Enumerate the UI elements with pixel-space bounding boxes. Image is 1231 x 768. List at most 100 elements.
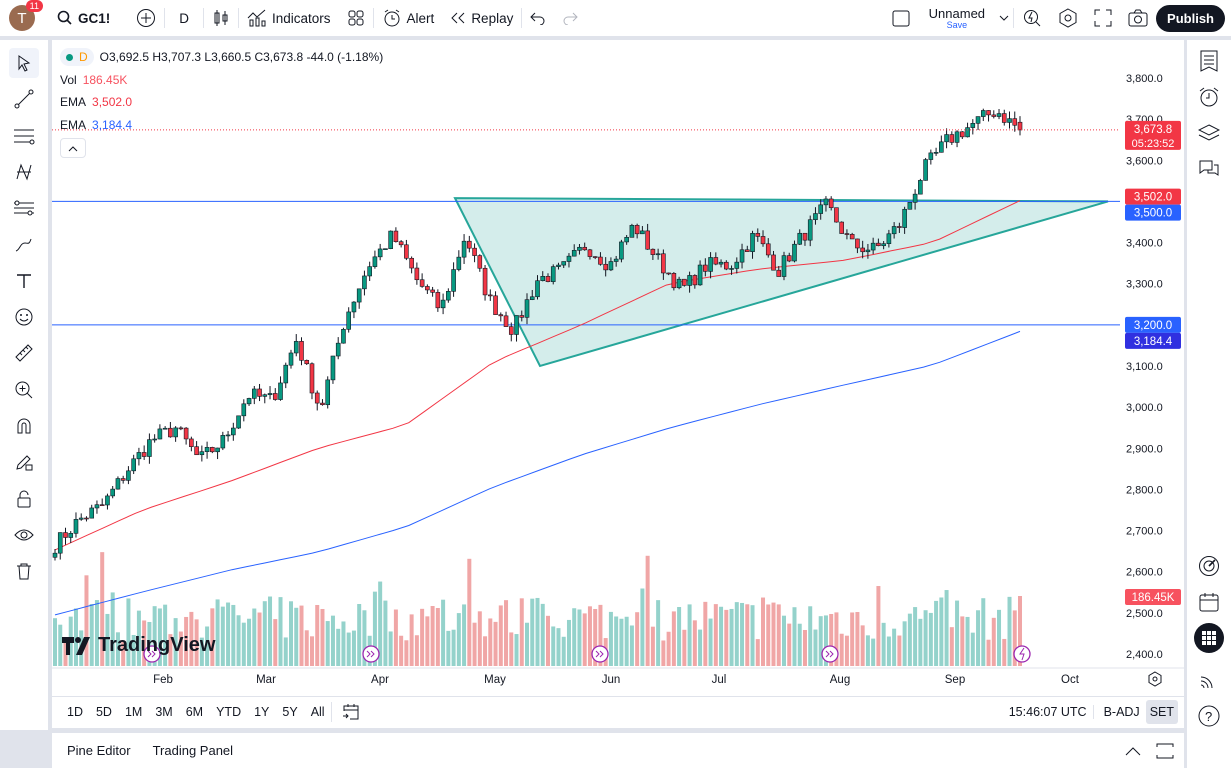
- market-status[interactable]: D: [60, 48, 94, 67]
- adjustment-toggle[interactable]: B-ADJ: [1092, 704, 1146, 719]
- volume-bar: [399, 635, 404, 666]
- candle-body: [194, 446, 199, 456]
- range-3m[interactable]: 3M: [155, 704, 173, 719]
- divider: [164, 8, 166, 28]
- candle-body: [849, 234, 855, 240]
- lock-tool[interactable]: [9, 484, 39, 514]
- magnet-tool[interactable]: [9, 411, 39, 441]
- products-button[interactable]: [1194, 623, 1224, 653]
- measure-tool[interactable]: [9, 338, 39, 368]
- ideas-button[interactable]: [1194, 551, 1224, 581]
- text-tool[interactable]: [9, 266, 39, 296]
- cursor-tool[interactable]: [9, 48, 39, 78]
- templates-button[interactable]: [339, 0, 373, 36]
- trend-line-tool[interactable]: [9, 84, 39, 114]
- maximize-panel-icon[interactable]: [1156, 742, 1174, 760]
- clock-time[interactable]: 15:46:07 UTC: [1008, 704, 1087, 719]
- volume-bar: [844, 635, 849, 666]
- range-1m[interactable]: 1M: [124, 704, 143, 719]
- glyph: [825, 650, 834, 658]
- fullscreen-button[interactable]: [1086, 0, 1120, 36]
- watchlist-button[interactable]: [1194, 46, 1224, 76]
- volume-bar: [163, 604, 168, 666]
- session-toggle[interactable]: SET: [1145, 699, 1178, 724]
- last-price-tag-bg: [1125, 120, 1181, 150]
- compare-button[interactable]: [128, 0, 164, 36]
- candle-body: [341, 329, 346, 344]
- zoom-tool[interactable]: [9, 375, 39, 405]
- range-all[interactable]: All: [310, 704, 325, 719]
- publish-button[interactable]: Publish: [1156, 4, 1225, 32]
- expand-panel-icon[interactable]: [1124, 745, 1142, 757]
- symbol-search[interactable]: GC1!: [49, 0, 118, 36]
- price-chart[interactable]: 3,800.03,700.03,600.03,400.03,300.03,100…: [52, 40, 1184, 696]
- alert-button[interactable]: Alert: [374, 0, 443, 36]
- goto-date-button[interactable]: [330, 701, 366, 722]
- avatar[interactable]: T 11: [9, 0, 43, 31]
- volume-bar: [813, 629, 818, 666]
- alerts-button[interactable]: [1194, 82, 1224, 112]
- streams-button[interactable]: [1194, 665, 1224, 695]
- range-5d[interactable]: 5D: [95, 704, 112, 719]
- calendar-button[interactable]: [1194, 587, 1224, 617]
- pattern-tool[interactable]: [9, 157, 39, 187]
- volume-bar: [755, 639, 760, 666]
- tab-pine-editor[interactable]: Pine Editor: [67, 743, 131, 758]
- range-ytd[interactable]: YTD: [216, 704, 242, 719]
- chats-button[interactable]: [1194, 154, 1224, 184]
- range-1d[interactable]: 1D: [67, 704, 83, 719]
- layout-button[interactable]: [883, 0, 919, 36]
- remove-tool[interactable]: [9, 556, 39, 586]
- glyph: [595, 650, 604, 658]
- candle-body: [991, 114, 997, 117]
- candle-body: [461, 240, 467, 258]
- layout-dropdown[interactable]: [995, 0, 1013, 36]
- candle-body: [1007, 118, 1012, 123]
- candle-body: [356, 288, 362, 303]
- volume-price-label-bg: [1125, 589, 1181, 605]
- undo-button[interactable]: [522, 0, 554, 36]
- candle-body: [120, 478, 126, 481]
- candle-body: [823, 198, 829, 206]
- forecast-tool[interactable]: [9, 193, 39, 223]
- help-button[interactable]: ?: [1194, 701, 1224, 731]
- range-6m[interactable]: 6M: [185, 704, 204, 719]
- hide-tool[interactable]: [9, 520, 39, 550]
- quick-search-button[interactable]: [1014, 0, 1050, 36]
- volume-bar: [928, 612, 933, 666]
- range-1y[interactable]: 1Y: [254, 704, 270, 719]
- settings-button[interactable]: [1050, 0, 1086, 36]
- volume-bar: [362, 610, 367, 666]
- save-link[interactable]: Save: [946, 19, 968, 30]
- brush-tool[interactable]: [9, 229, 39, 259]
- layout-name[interactable]: Unnamed Save: [919, 0, 995, 36]
- fullscreen-icon: [1094, 9, 1112, 27]
- collapse-legend-button[interactable]: [60, 138, 86, 158]
- candle-body: [692, 275, 698, 286]
- horizontal-lines-tool[interactable]: [9, 121, 39, 151]
- volume-bar: [58, 624, 63, 666]
- indicators-button[interactable]: Indicators: [239, 0, 339, 36]
- candle-body: [786, 255, 792, 262]
- volume-bar: [698, 629, 703, 666]
- avatar-letter: T: [17, 9, 27, 27]
- object-tree-button[interactable]: [1194, 118, 1224, 148]
- interval-button[interactable]: D: [179, 10, 190, 26]
- screenshot-button[interactable]: [1120, 0, 1156, 36]
- volume-bar: [131, 634, 136, 666]
- chart-pane[interactable]: 3,800.0 3,700.0 3,600.0 3,400.0 3,300.0 3,100…: [52, 40, 1184, 728]
- time-axis-label: Sep: [945, 674, 965, 686]
- time-axis-label: Mar: [256, 674, 276, 686]
- replay-button[interactable]: Replay: [442, 0, 521, 36]
- candle-body: [168, 427, 173, 438]
- volume-bar: [483, 636, 488, 666]
- redo-button[interactable]: [554, 0, 586, 36]
- candle-body: [299, 341, 304, 361]
- chart-type-button[interactable]: [204, 0, 238, 36]
- stay-drawing-tool[interactable]: [9, 447, 39, 477]
- volume-bar: [105, 613, 110, 666]
- emoji-tool[interactable]: [9, 302, 39, 332]
- tab-trading-panel[interactable]: Trading Panel: [152, 743, 234, 758]
- range-5y[interactable]: 5Y: [282, 704, 298, 719]
- candle-body: [902, 208, 907, 228]
